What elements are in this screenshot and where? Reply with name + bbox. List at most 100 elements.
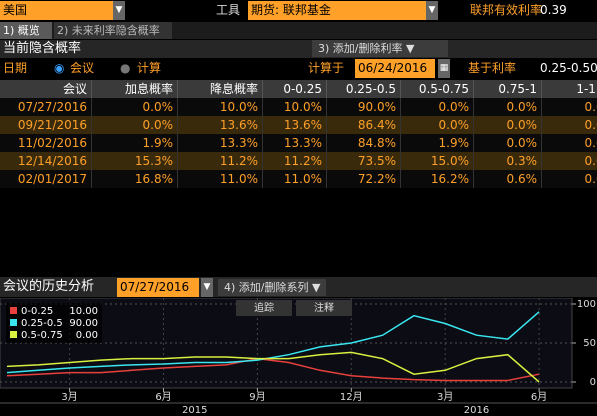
add-rate-button[interactable]: 3) 添加/删除利率 ▼ — [312, 40, 448, 57]
probability-table: 会议 加息概率 降息概率 0-0.25 0.25-0.5 0.5-0.75 0.75-1 1-… — [0, 80, 597, 270]
section-title: 当前隐含概率 — [3, 41, 82, 56]
column-header: 0.75-1 — [474, 80, 542, 98]
column-header: 0-0.25 — [263, 80, 327, 98]
x-tick-label: 6月 — [531, 391, 547, 403]
table-cell: 0.0% — [474, 116, 542, 134]
table-row: 09/21/20160.0%13.6%13.6%86.4%0.0%0.0%0.0… — [0, 116, 597, 134]
history-chart: 0 50 100 3月 6月 9月 12月 3月 6月 2015 2016 0-0.25 10.00 0.… — [0, 298, 597, 416]
annotate-button[interactable] — [296, 300, 352, 316]
calendar-button[interactable]: ▦ — [438, 59, 450, 78]
table-cell: 11.2% — [178, 152, 263, 170]
legend-swatch — [10, 307, 17, 314]
table-cell: 84.8% — [327, 134, 401, 152]
series-line — [6, 357, 540, 382]
tab[interactable]: 1) 概览 — [0, 22, 52, 39]
instrument-input[interactable]: 期货: 联邦基金 — [248, 1, 438, 20]
table-cell: 10.0% — [178, 98, 263, 116]
base-rate-label: 基于利率 — [468, 61, 517, 75]
table-cell: 0.0% — [542, 170, 597, 188]
y-tick-label: 0 — [590, 377, 596, 388]
series-line — [6, 351, 540, 383]
table-cell: 11.2% — [263, 152, 327, 170]
legend-box — [6, 303, 102, 343]
rate-value: 0.39 — [540, 3, 567, 17]
calc-on-label: 计算于 — [308, 61, 345, 75]
series-line — [6, 311, 540, 374]
column-header: 降息概率 — [178, 80, 263, 98]
history-title: 会议的历史分析 — [3, 279, 95, 294]
table-cell: 13.6% — [178, 116, 263, 134]
table-cell: 11.0% — [263, 170, 327, 188]
year-label: 2015 — [182, 405, 207, 416]
add-series-button[interactable]: 4) 添加/删除系列 ▼ — [218, 279, 327, 296]
dropdown-arrow[interactable]: ▼ — [113, 1, 125, 20]
country-input[interactable]: 美国 — [0, 1, 124, 20]
table-cell: 0.0% — [542, 134, 597, 152]
table-cell: 0.0% — [92, 116, 178, 134]
table-cell: 12/14/2016 — [0, 152, 92, 170]
legend-label: 0.25-0.5 — [21, 318, 63, 329]
table-cell: 0.6% — [474, 170, 542, 188]
table-cell: 13.3% — [263, 134, 327, 152]
table-cell: 15.3% — [92, 152, 178, 170]
dropdown-arrow[interactable]: ▼ — [426, 1, 438, 20]
table-cell: 0.0% — [401, 98, 474, 116]
table-cell: 0.0% — [92, 98, 178, 116]
legend-value: 10.00 — [69, 306, 98, 317]
x-tick-label: 3月 — [437, 391, 453, 403]
button-label: 4) 添加/删除系列 — [224, 281, 309, 294]
table-row: 07/27/20160.0%10.0%10.0%90.0%0.0%0.0%0.0… — [0, 98, 597, 116]
table-cell: 90.0% — [327, 98, 401, 116]
legend-label: 0-0.25 — [21, 306, 53, 317]
radio-on[interactable]: ◉ — [54, 61, 65, 75]
table-cell: 07/27/2016 — [0, 98, 92, 116]
table-row: 02/01/2017 16.8% 11.0% 11.0% 72.2% 16.2% 0.6% 0… — [0, 170, 597, 188]
legend-value: 90.00 — [69, 318, 98, 329]
legend-swatch — [10, 319, 17, 326]
tab[interactable]: 2) 未来利率隐含概率 — [54, 22, 172, 39]
button-label: 注释 — [314, 301, 334, 314]
radio-off[interactable]: ● — [120, 61, 131, 75]
table-cell: 0.0% — [542, 152, 597, 170]
table-cell: 11/02/2016 — [0, 134, 92, 152]
table-cell: 1.9% — [92, 134, 178, 152]
meeting-input[interactable]: 07/27/2016 — [117, 278, 199, 297]
table-cell: 0.0% — [542, 98, 597, 116]
column-header: 0.5-0.75 — [401, 80, 474, 98]
table-cell: 0.0% — [542, 116, 597, 134]
radio-label: 计算 — [137, 61, 162, 75]
table-cell: 13.6% — [263, 116, 327, 134]
table-cell: 15.0% — [401, 152, 474, 170]
date-label: 日期 — [3, 61, 28, 75]
track-button[interactable] — [236, 300, 292, 316]
y-tick-label: 100 — [577, 299, 596, 310]
legend-value: 0.00 — [76, 330, 98, 341]
table-cell: 10.0% — [263, 98, 327, 116]
legend-label: 0.5-0.75 — [21, 330, 63, 341]
table-cell: 09/21/2016 — [0, 116, 92, 134]
dropdown-arrow[interactable]: ▼ — [201, 278, 213, 297]
tool-label: 工具 — [216, 3, 241, 17]
calc-date-input[interactable]: 06/24/2016 — [355, 59, 435, 78]
x-tick-label: 9月 — [249, 391, 265, 403]
table-cell: 16.2% — [401, 170, 474, 188]
x-tick-label: 3月 — [61, 391, 77, 403]
header-row: 会议 加息概率 降息概率 0-0.25 0.25-0.5 0.5-0.75 0.75-1 1-… — [0, 80, 597, 98]
radio-label: 会议 — [70, 61, 95, 75]
legend-swatch — [10, 331, 17, 338]
column-header: 会议 — [0, 80, 92, 98]
section-bar — [0, 40, 597, 58]
button-label: 追踪 — [254, 301, 274, 314]
column-header: 加息概率 — [92, 80, 178, 98]
column-header: 0.25-0.5 — [327, 80, 401, 98]
x-tick-label: 12月 — [340, 391, 363, 403]
table-row: 11/02/20161.9%13.3%13.3%84.8%1.9%0.0%0.0… — [0, 134, 597, 152]
table-cell: 02/01/2017 — [0, 170, 92, 188]
table-row: 12/14/2016 15.3% 11.2% 11.2% 73.5% 15.0% 0.3% 0… — [0, 152, 597, 170]
column-header: 1-1.25 — [542, 80, 597, 98]
table-cell: 72.2% — [327, 170, 401, 188]
table-cell: 0.0% — [474, 134, 542, 152]
table-cell: 0.3% — [474, 152, 542, 170]
table-cell: 73.5% — [327, 152, 401, 170]
table-cell: 16.8% — [92, 170, 178, 188]
